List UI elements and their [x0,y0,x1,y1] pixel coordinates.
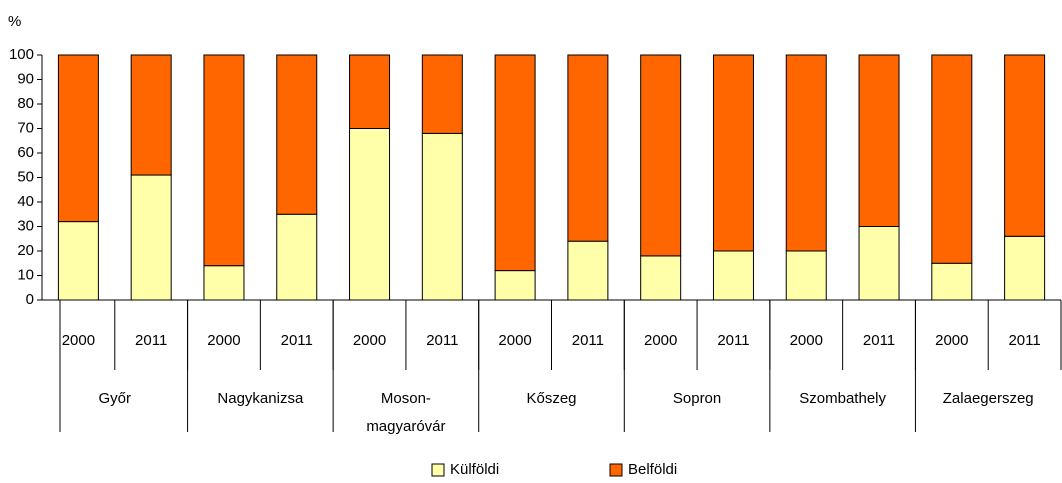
y-tick-label: 10 [17,266,34,283]
y-tick-label: 70 [17,119,34,136]
bar-segment [421,132,463,301]
group-label: Sopron [673,390,721,407]
bar-segment [712,250,754,301]
y-tick-label: 100 [9,46,34,63]
bar-segment [421,54,463,134]
legend-label: Belföldi [628,461,677,478]
x-tick-label: 2000 [644,332,677,349]
bar-segment [494,270,536,301]
bar-segment [57,54,99,223]
x-tick-label: 2000 [62,332,95,349]
legend-label: Külföldi [450,461,499,478]
group-label: Nagykanizsa [217,390,304,407]
x-tick-label: 2011 [426,332,458,349]
bar-segment [130,54,172,176]
x-tick-label: 2000 [498,332,531,349]
x-tick-label: 2000 [935,332,968,349]
bar-segment [712,54,754,252]
group-label: Kőszeg [526,390,576,407]
x-tick-label: 2000 [353,332,386,349]
group-label: Moson- [381,390,431,407]
y-tick-label: 60 [17,144,34,161]
bar-segment [130,174,172,301]
legend-swatch [609,463,623,477]
x-tick-label: 2000 [790,332,823,349]
x-tick-label: 2000 [207,332,240,349]
bar-segment [785,54,827,252]
x-tick-label: 2011 [135,332,167,349]
y-tick-label: 50 [17,168,34,185]
group-label: magyaróvár [366,418,445,435]
x-tick-label: 2011 [281,332,313,349]
group-label: Szombathely [799,390,886,407]
bar-segment [858,226,900,301]
y-axis-label: % [8,13,21,30]
bar-segment [349,54,391,129]
bar-segment [203,54,245,267]
bar-segment [494,54,536,272]
legend-swatch [431,463,445,477]
bar-segment [785,250,827,301]
y-tick-label: 30 [17,217,34,234]
bar-segment [640,54,682,257]
x-tick-label: 2011 [1008,332,1040,349]
y-tick-label: 40 [17,193,34,210]
y-tick-label: 80 [17,95,34,112]
group-label: Győr [99,390,132,407]
y-tick-label: 0 [26,291,34,308]
x-tick-label: 2011 [863,332,895,349]
bar-segment [931,262,973,301]
bar-segment [640,255,682,301]
bar-segment [57,221,99,301]
bar-segment [567,240,609,301]
bar-segment [931,54,973,264]
bar-segment [858,54,900,227]
bar-segment [567,54,609,242]
x-tick-label: 2011 [717,332,749,349]
bar-segment [1004,54,1046,237]
y-tick-label: 20 [17,242,34,259]
bar-segment [276,213,318,301]
y-tick-label: 90 [17,70,34,87]
bar-segment [349,128,391,301]
bar-segment [1004,235,1046,301]
x-tick-label: 2011 [572,332,604,349]
bar-segment [203,265,245,301]
bar-segment [276,54,318,215]
group-label: Zalaegerszeg [943,390,1034,407]
